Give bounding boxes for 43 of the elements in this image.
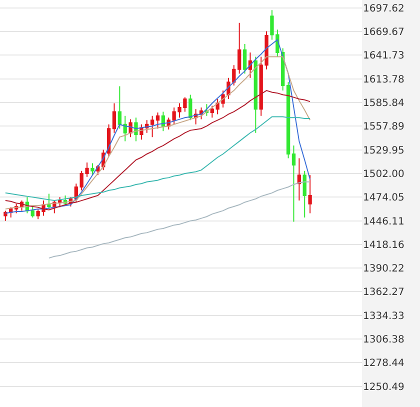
y-tick-label: 1250.49 <box>363 382 404 393</box>
candlestick <box>58 196 62 208</box>
y-tick-label: 1585.84 <box>363 98 404 110</box>
candlestick <box>118 86 122 130</box>
line-series <box>4 116 311 202</box>
y-tick-label: 1613.78 <box>363 74 404 86</box>
candlestick <box>281 48 285 92</box>
candlestick <box>112 102 116 134</box>
y-tick-label: 1390.22 <box>363 264 404 275</box>
y-tick-label: 1306.38 <box>363 334 404 346</box>
candlestick <box>238 22 242 74</box>
line-series <box>48 181 311 259</box>
candlestick <box>123 115 127 142</box>
y-tick-label: 1669.67 <box>363 27 404 38</box>
y-tick-label: 1278.44 <box>363 358 404 370</box>
candlestick <box>286 82 290 159</box>
candlestick <box>308 174 312 214</box>
y-tick-label: 1557.89 <box>363 122 404 133</box>
candlestick <box>210 105 214 118</box>
y-tick-label: 1474.05 <box>363 192 404 204</box>
candlestick <box>30 205 34 218</box>
y-tick-label: 1362.27 <box>363 287 404 298</box>
candlestick <box>297 158 302 202</box>
candlestick <box>47 193 51 210</box>
y-tick-label: 1446.11 <box>363 216 404 228</box>
y-tick-label: 1641.73 <box>363 50 404 62</box>
candlestick <box>161 111 166 132</box>
line-series <box>4 90 311 210</box>
candlestick <box>188 94 192 121</box>
y-tick-label: 1529.95 <box>363 145 404 156</box>
y-tick-label: 1418.16 <box>363 240 404 251</box>
candlestick <box>292 145 296 222</box>
candlestick <box>254 56 258 134</box>
candlestick <box>242 44 247 74</box>
candlestick <box>302 170 306 218</box>
candlestick <box>90 162 94 176</box>
y-tick-label: 1502.00 <box>363 168 404 180</box>
candlestick <box>4 210 8 222</box>
candlestick <box>156 112 160 130</box>
y-tick-label: 1334.33 <box>363 310 404 322</box>
y-tick-label: 1697.62 <box>363 3 404 14</box>
candlestick <box>248 52 252 78</box>
candlestick <box>150 115 154 138</box>
